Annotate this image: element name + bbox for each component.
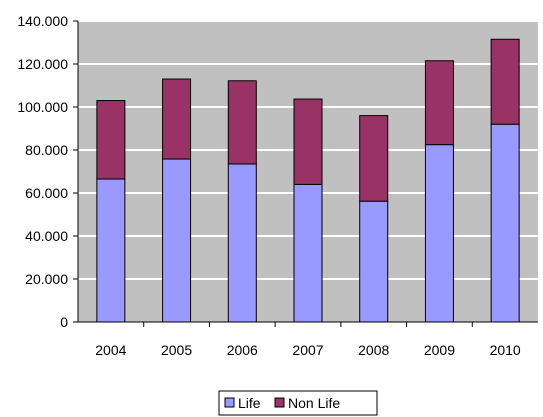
x-tick-label: 2009 xyxy=(424,342,455,358)
x-tick-label: 2010 xyxy=(490,342,521,358)
x-axis-ticks: 2004 2005 2006 2007 2008 2009 2010 xyxy=(95,322,521,358)
bar-life-2007 xyxy=(293,183,323,323)
y-tick-label: 120.000 xyxy=(17,56,68,72)
y-tick-label: 40.000 xyxy=(25,228,68,244)
bar-life-2005 xyxy=(162,158,192,323)
x-tick-label: 2006 xyxy=(227,342,258,358)
y-tick-label: 100.000 xyxy=(17,99,68,115)
bar-non-life-2004 xyxy=(96,100,126,180)
bar-non-life-2006 xyxy=(227,80,257,165)
y-tick-label: 0 xyxy=(60,314,68,330)
bar-non-life-2007 xyxy=(293,98,323,185)
legend-box xyxy=(218,390,378,416)
x-tick-label: 2004 xyxy=(95,342,126,358)
bar-life-2009 xyxy=(424,144,454,323)
x-tick-label: 2007 xyxy=(292,342,323,358)
y-tick-label: 60.000 xyxy=(25,185,68,201)
legend-label-non-life: Non Life xyxy=(288,395,340,411)
legend: Life Non Life xyxy=(218,390,378,416)
bar-life-2010 xyxy=(490,123,520,323)
bar-non-life-2008 xyxy=(359,115,389,202)
x-tick-label: 2008 xyxy=(358,342,389,358)
bar-non-life-2005 xyxy=(162,78,192,160)
bar-life-2006 xyxy=(227,163,257,323)
legend-label-life: Life xyxy=(238,395,261,411)
y-tick-label: 80.000 xyxy=(25,142,68,158)
bar-non-life-2009 xyxy=(424,60,454,146)
bar-non-life-2010 xyxy=(490,38,520,125)
legend-swatch-life xyxy=(224,397,235,408)
axes xyxy=(77,21,538,323)
legend-swatch-non-life xyxy=(274,397,285,408)
bar-life-2008 xyxy=(359,200,389,323)
bar-life-2004 xyxy=(96,178,126,323)
y-tick-label: 20.000 xyxy=(25,271,68,287)
y-axis-ticks: 0 20.000 40.000 60.000 80.000 100.000 120.000 1… xyxy=(17,13,78,330)
x-tick-label: 2005 xyxy=(161,342,192,358)
y-tick-label: 140.000 xyxy=(17,13,68,29)
